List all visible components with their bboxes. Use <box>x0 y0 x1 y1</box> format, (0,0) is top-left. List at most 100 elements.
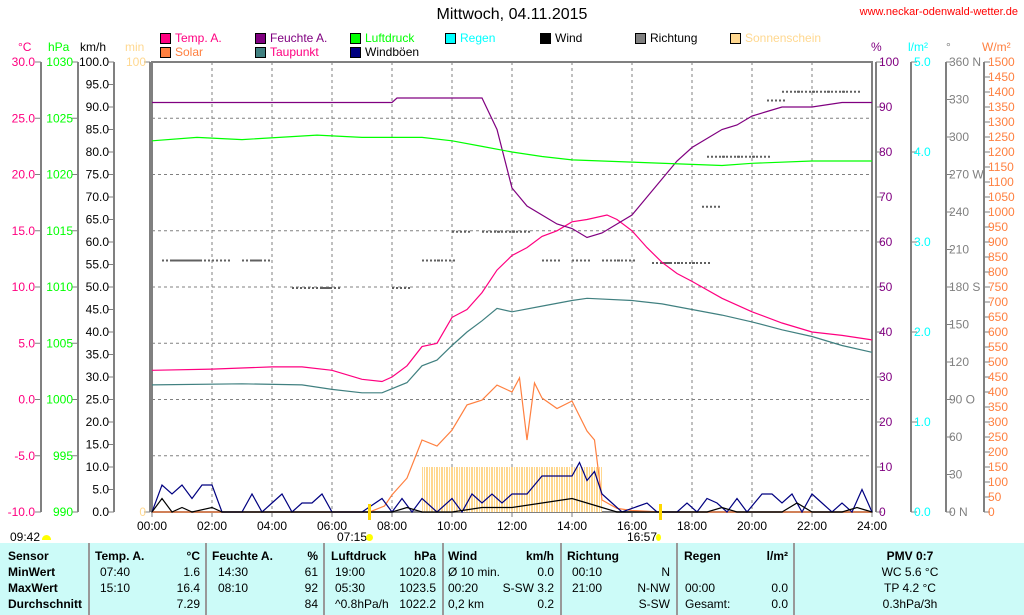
axis-label-direction: 300 <box>949 130 969 144</box>
axis-label-direction: 60 <box>949 430 963 444</box>
axis-label-solar: 700 <box>988 295 1008 309</box>
axis-label-wind: 95.0 <box>86 78 110 92</box>
direction-dot <box>178 259 180 262</box>
wind-value: 0.0 <box>537 565 554 579</box>
wind-value: 0.2 <box>537 597 554 611</box>
direction-dot <box>468 230 470 233</box>
axis-label-solar: 1000 <box>988 205 1015 219</box>
website-link[interactable]: www.neckar-odenwald-wetter.de <box>859 6 1018 18</box>
axis-label-pressure: 1000 <box>46 393 73 407</box>
direction-dot <box>858 90 860 93</box>
axis-label-direction: 270 W <box>949 168 984 182</box>
direction-dot <box>170 259 172 262</box>
direction-dot <box>550 259 552 262</box>
axis-label-rain: 3.0 <box>914 235 931 249</box>
legend-label: Solar <box>175 45 204 59</box>
table-header: Sensor <box>8 549 49 563</box>
direction-dot <box>320 287 322 289</box>
direction-dot <box>505 230 507 233</box>
pressure-value: 1020.8 <box>399 565 436 579</box>
direction-dot <box>820 90 822 93</box>
wind-time: Ø 10 min. <box>448 565 501 579</box>
axis-label-wind: 5.0 <box>92 483 109 497</box>
column-divider <box>442 543 444 615</box>
legend-label: Wind <box>555 31 583 45</box>
direction-dot <box>670 262 672 264</box>
x-tick-label: 16:00 <box>617 519 647 533</box>
direction-dot <box>430 259 432 262</box>
axis-label-humidity: 80 <box>879 145 893 159</box>
direction-dot <box>330 287 332 289</box>
direction-dot <box>494 230 496 233</box>
direction-dot <box>456 230 458 233</box>
direction-dot <box>194 259 196 262</box>
direction-dot <box>775 99 777 102</box>
axis-label-solar: 650 <box>988 310 1008 324</box>
direction-dot <box>186 259 188 262</box>
legend-swatch <box>540 32 551 44</box>
direction-dot <box>516 230 518 233</box>
humidity-value: 61 <box>304 565 318 579</box>
direction-dot <box>745 155 747 158</box>
direction-dot <box>633 259 635 262</box>
table-header: % <box>307 549 318 563</box>
direction-dot <box>711 155 713 158</box>
row-label: MinWert <box>8 565 56 579</box>
axis-label-temp: 0.0 <box>18 393 35 407</box>
legend-item: Windböen <box>350 45 419 59</box>
direction-dot <box>524 230 526 233</box>
legend-swatch <box>730 32 741 44</box>
direction-dot <box>664 262 666 264</box>
direction-dot <box>256 259 258 262</box>
direction-dot <box>322 287 324 289</box>
direction-dot <box>666 262 668 264</box>
x-tick-label: 14:00 <box>557 519 587 533</box>
direction-dot <box>224 259 226 262</box>
unit-pressure: hPa <box>48 40 70 54</box>
axis-label-solar: 550 <box>988 340 1008 354</box>
direction-dot <box>816 90 818 93</box>
direction-dot <box>768 155 770 158</box>
pressure-time: 19:00 <box>335 565 366 579</box>
direction-dot <box>692 262 694 264</box>
direction-dot <box>689 262 691 264</box>
column-divider <box>205 543 207 615</box>
direction-dot <box>449 259 451 262</box>
direction-dot <box>453 259 455 262</box>
axis-label-pressure: 1010 <box>46 280 73 294</box>
direction-dot <box>779 99 781 102</box>
direction-dot <box>264 259 266 262</box>
direction-dot <box>252 259 254 262</box>
series-line-taupunkt <box>151 297 873 394</box>
direction-dot <box>790 90 792 93</box>
axis-label-solar: 1450 <box>988 70 1015 84</box>
direction-dot <box>452 230 454 233</box>
unit-humidity: % <box>871 40 882 54</box>
wind-value: S-SW 3.2 <box>502 581 554 595</box>
x-tick-label: 10:00 <box>437 519 467 533</box>
x-tick-label: 20:00 <box>737 519 767 533</box>
axis-label-solar: 500 <box>988 355 1008 369</box>
direction-dot <box>831 90 833 93</box>
axis-label-wind: 40.0 <box>86 325 110 339</box>
x-tick-label: 18:00 <box>677 519 707 533</box>
axis-label-direction: 180 S <box>949 280 980 294</box>
legend-label: Temp. A. <box>175 31 222 45</box>
direction-dot <box>338 287 340 289</box>
direction-dot <box>174 259 176 262</box>
direction-value: S-SW <box>638 597 670 611</box>
direction-dot <box>696 262 698 264</box>
direction-dot <box>242 259 244 262</box>
series-line-luftdruck <box>151 134 872 167</box>
axis-label-humidity: 90 <box>879 100 893 114</box>
pressure-time: ^0.8hPa/h <box>335 597 389 611</box>
pressure-value: 1022.2 <box>399 597 436 611</box>
legend-swatch <box>255 46 266 58</box>
column-divider <box>323 543 325 615</box>
direction-dot <box>707 155 709 158</box>
direction-dot <box>764 155 766 158</box>
legend-swatch <box>350 46 361 58</box>
pmv-value: WC 5.6 °C <box>881 565 939 579</box>
legend-swatch <box>635 32 646 44</box>
axis-label-humidity: 100 <box>879 55 899 69</box>
